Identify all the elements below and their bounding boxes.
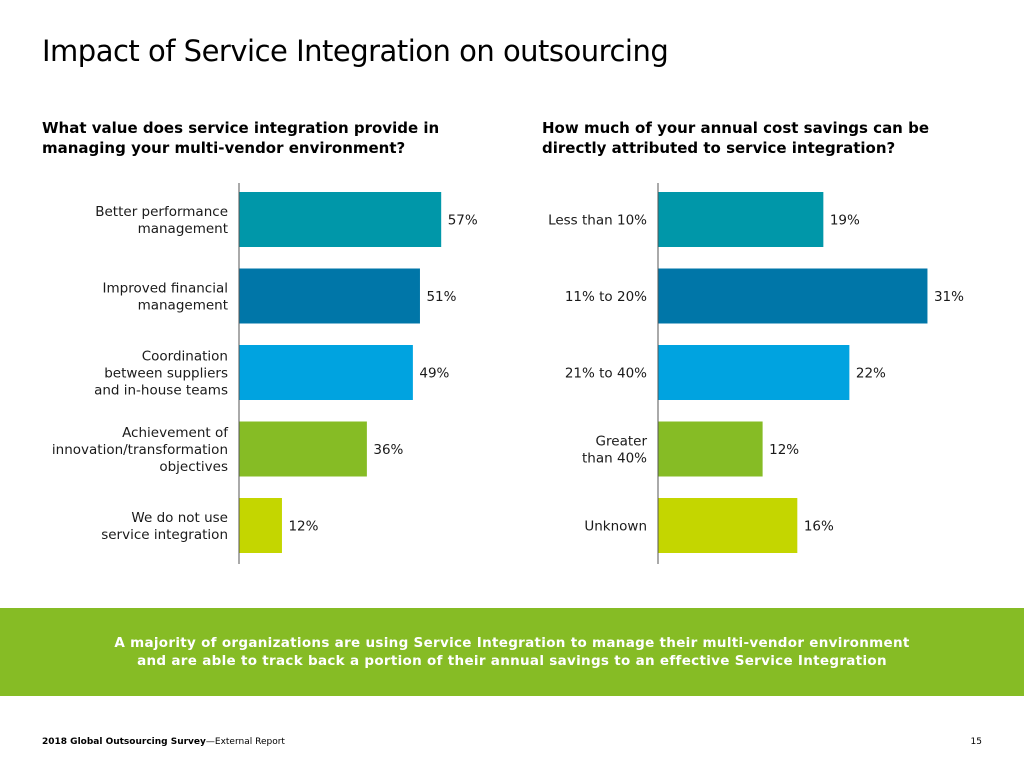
- page-number: 15: [970, 737, 982, 747]
- takeaway-line-2: and are able to track back a portion of …: [137, 653, 887, 669]
- category-label-3-line-0: Achievement of: [122, 425, 229, 441]
- takeaway-text: A majority of organizations are using Se…: [114, 634, 909, 670]
- report-suffix: —External Report: [205, 737, 285, 747]
- category-label-2-line-0: 21% to 40%: [565, 366, 647, 382]
- category-label-4-line-0: We do not use: [131, 510, 228, 526]
- slide-title: Impact of Service Integration on outsour…: [42, 34, 669, 68]
- bar-1: [239, 268, 420, 324]
- category-label-4: We do not use service integration: [101, 510, 228, 543]
- report-name: 2018 Global Outsourcing Survey: [42, 737, 206, 747]
- bar-4: [658, 498, 798, 553]
- category-label-1-line-0: Improved financial: [103, 281, 228, 297]
- category-label-0-line-0: Less than 10%: [548, 213, 647, 229]
- value-label-3: 36%: [373, 442, 403, 458]
- savings-chart-svg: 19% Less than 10% 31% 11% to 20% 22% 21% to 4…: [548, 183, 964, 564]
- category-label-0: Less than 10%: [548, 213, 647, 229]
- bar-4: [239, 498, 282, 553]
- category-label-0: Better performance management: [95, 204, 228, 237]
- category-label-3-line-1: than 40%: [582, 451, 647, 467]
- value-label-4: 12%: [288, 519, 318, 535]
- category-label-1-line-0: 11% to 20%: [565, 289, 647, 305]
- takeaway-line-1: A majority of organizations are using Se…: [114, 635, 910, 651]
- category-label-1: 11% to 20%: [565, 289, 647, 305]
- category-label-3-line-1: innovation/transformation: [52, 442, 228, 458]
- right-chart-question: How much of your annual cost savings can…: [542, 119, 929, 157]
- category-label-2: 21% to 40%: [565, 366, 647, 382]
- service-integration-value-chart: 57% Better performance management 51% Improv…: [0, 180, 512, 570]
- value-label-3: 12%: [769, 442, 799, 458]
- bar-3: [658, 421, 763, 477]
- takeaway-banner: A majority of organizations are using Se…: [0, 608, 1024, 696]
- value-label-2: 49%: [419, 366, 449, 382]
- category-label-0-line-1: management: [138, 221, 228, 237]
- value-label-1: 51%: [426, 289, 456, 305]
- category-label-3-line-2: objectives: [159, 459, 228, 475]
- bar-0: [239, 192, 442, 247]
- footer-source: 2018 Global Outsourcing Survey—External …: [42, 737, 285, 747]
- cost-savings-chart: 19% Less than 10% 31% 11% to 20% 22% 21% to 4…: [512, 180, 1024, 570]
- category-label-3: Achievement of innovation/transformation o…: [52, 425, 229, 475]
- category-label-4-line-0: Unknown: [584, 519, 647, 535]
- value-label-4: 16%: [804, 519, 834, 535]
- category-label-2: Coordination between suppliers and in-hous…: [94, 349, 228, 399]
- category-label-2-line-2: and in-house teams: [94, 383, 228, 399]
- bar-3: [239, 421, 367, 477]
- bar-1: [658, 268, 928, 324]
- category-label-4: Unknown: [584, 519, 647, 535]
- value-chart-svg: 57%Better performance management51%Improv…: [52, 183, 478, 564]
- category-label-3-line-0: Greater: [596, 434, 648, 450]
- category-label-1: Improved financial management: [103, 281, 228, 314]
- left-chart-question: What value does service integration prov…: [42, 119, 440, 157]
- bar-2: [239, 345, 413, 400]
- category-label-0-line-0: Better performance: [95, 204, 228, 220]
- value-label-1: 31%: [934, 289, 964, 305]
- value-label-0: 19%: [830, 213, 860, 229]
- value-label-2: 22%: [856, 366, 886, 382]
- value-label-0: 57%: [448, 213, 478, 229]
- category-label-1-line-1: management: [138, 298, 228, 314]
- bar-2: [658, 345, 850, 400]
- category-label-3: Greater than 40%: [582, 434, 647, 467]
- bar-0: [658, 192, 824, 247]
- category-label-2-line-0: Coordination: [142, 349, 228, 365]
- category-label-4-line-1: service integration: [101, 527, 228, 543]
- category-label-2-line-1: between suppliers: [104, 366, 228, 382]
